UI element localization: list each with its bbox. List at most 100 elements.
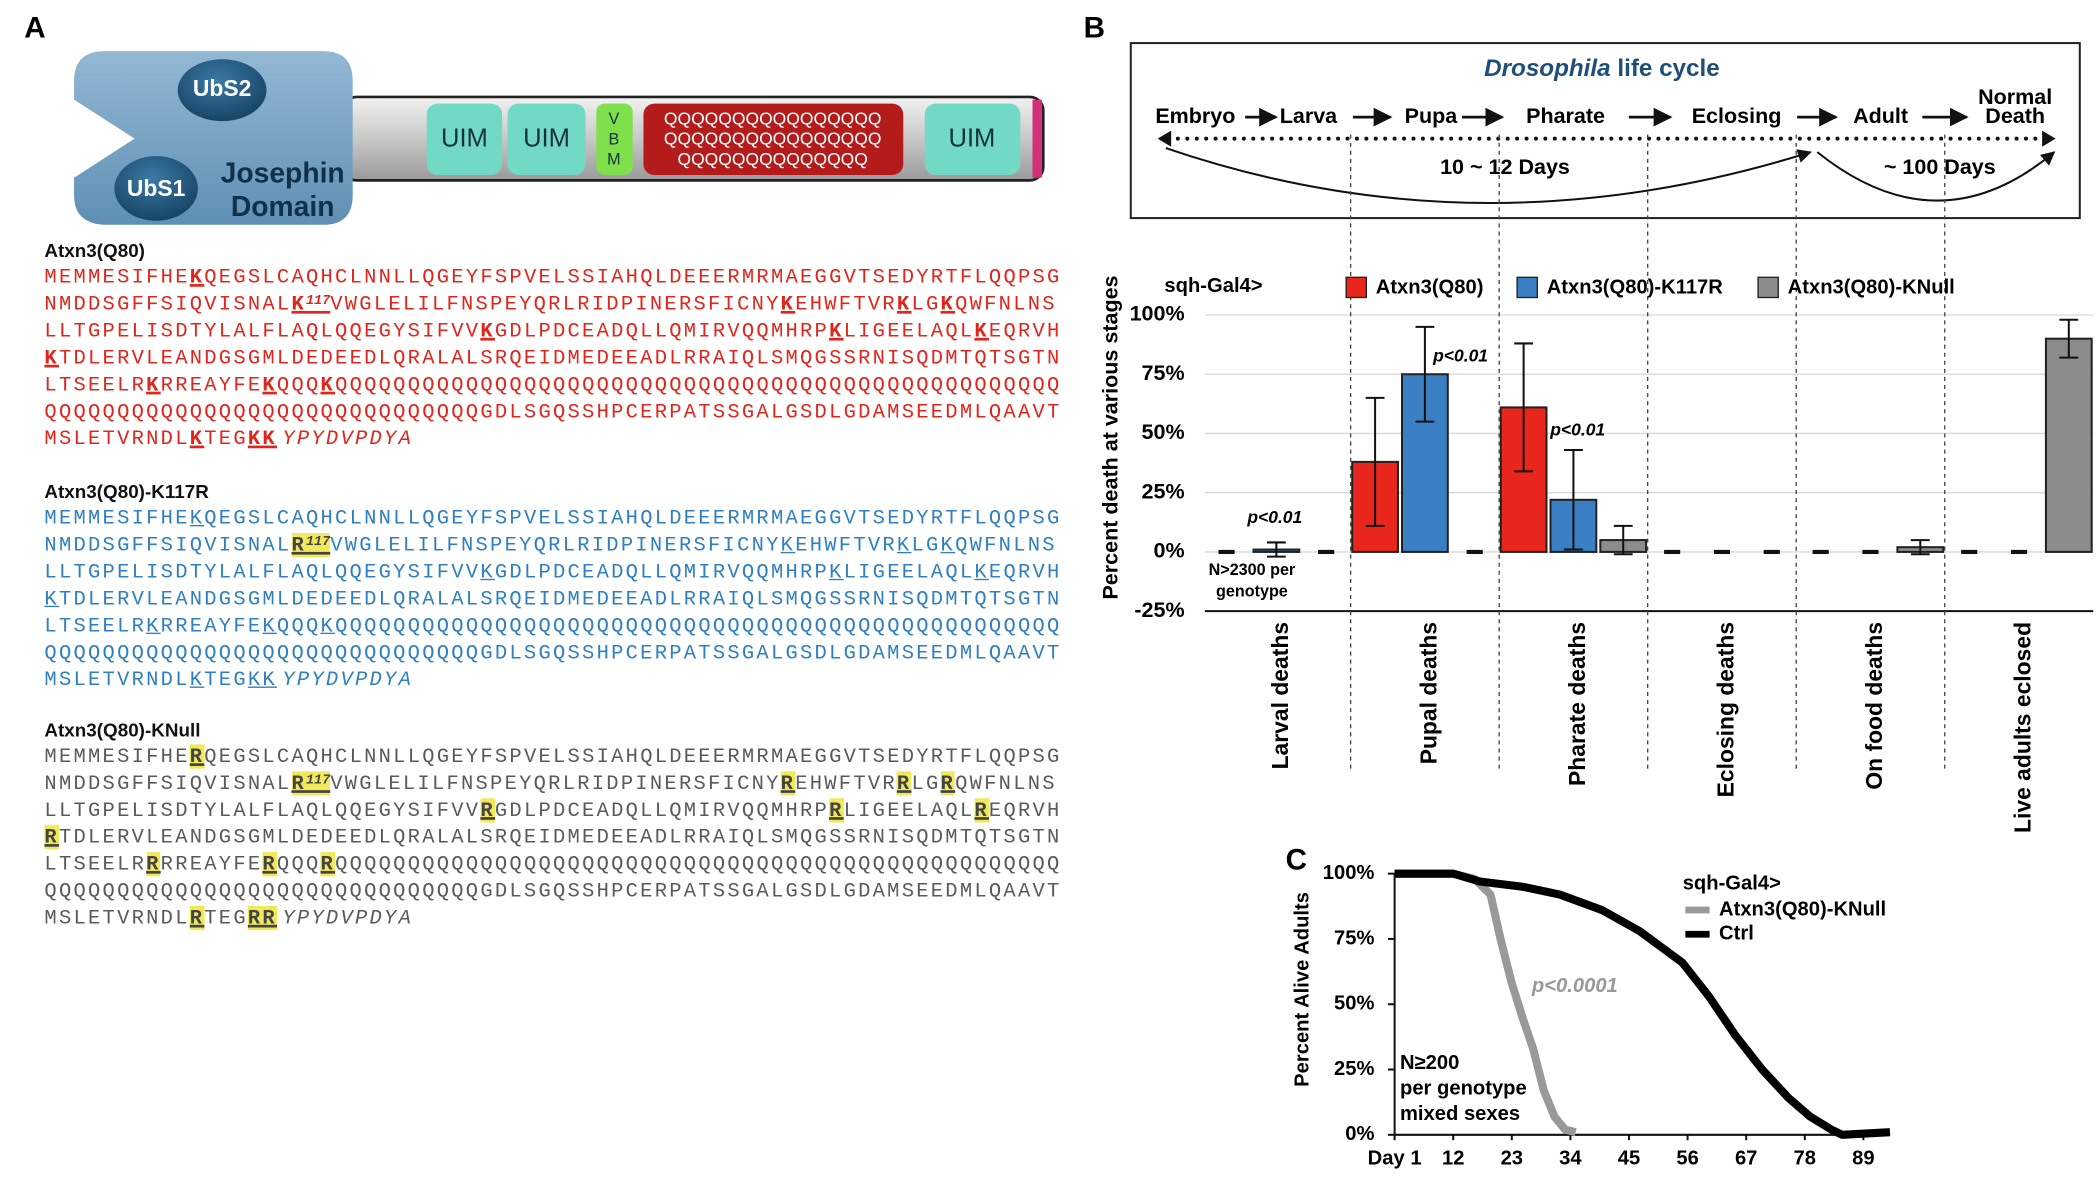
residue: R bbox=[291, 771, 306, 796]
sequence-line: LTSEELRRRREAYFERQQQRQQQQQQQQQQQQQQQQQQQQ… bbox=[44, 851, 1061, 878]
residue: K bbox=[974, 319, 989, 344]
modified-residue: R bbox=[44, 825, 59, 850]
modified-residue: KK bbox=[248, 427, 277, 451]
modified-residue: K bbox=[321, 614, 336, 638]
residues: QWFNLNS bbox=[955, 771, 1057, 796]
sequence-line: MEMMESIFHEKQEGSLCAQHCLNNLLQGEYFSPVELSSIA… bbox=[44, 264, 1061, 291]
residues: VWGLELILFNSPEYQRLRIDPINERSFICNY bbox=[330, 533, 781, 558]
x-tick-label: 34 bbox=[1559, 1147, 1582, 1169]
residues: QQQQQQQQQQQQQQQQQQQQQQQQQQQQQQGDLSGQSSHP… bbox=[44, 399, 1062, 425]
josephin-label: Domain bbox=[231, 190, 335, 222]
residue: K bbox=[189, 667, 205, 692]
sequence-line: KTDLERVLEANDGSGMLDEDEEDLQRALALSRQEIDMEDE… bbox=[44, 586, 1061, 613]
residues: QEGSLCAQHCLNNLLQGEYFSPVELSSIAHQLDEEERMRM… bbox=[204, 265, 1062, 290]
uim-box bbox=[924, 103, 1021, 175]
ubs-site bbox=[177, 59, 267, 122]
stage-label: Normal bbox=[1978, 85, 2052, 109]
protein-end bbox=[1032, 99, 1042, 178]
sequence-line: LLTGPELISDTYLALFLAQLQQEGYSIFVVRGDLPDCEAD… bbox=[44, 797, 1061, 824]
sequence-line: LTSEELRKRREAYFEKQQQKQQQQQQQQQQQQQQQQQQQQ… bbox=[44, 372, 1061, 399]
residues: NMDDSGFFSIQVISNAL bbox=[44, 533, 292, 558]
residues: QEGSLCAQHCLNNLLQGEYFSPVELSSIAHQLDEEERMRM… bbox=[204, 506, 1062, 531]
modified-residue: K bbox=[829, 560, 844, 584]
residues: EQRVH bbox=[988, 559, 1062, 585]
residue: K bbox=[189, 426, 205, 451]
residue: K bbox=[44, 345, 59, 371]
residues: LTSEELR bbox=[44, 613, 147, 639]
modified-residue: R bbox=[320, 852, 336, 877]
vbm-label: V bbox=[608, 110, 619, 128]
residue: R bbox=[480, 798, 495, 823]
residues: RREAYFE bbox=[160, 613, 263, 639]
stage-label: Death bbox=[1985, 104, 2045, 128]
sequence-line: MEMMESIFHERQEGSLCAQHCLNNLLQGEYFSPVELSSIA… bbox=[44, 743, 1061, 770]
residue: R bbox=[320, 852, 336, 877]
residues: TEG bbox=[204, 905, 248, 931]
sequence-line: QQQQQQQQQQQQQQQQQQQQQQQQQQQQQQGDLSGQSSHP… bbox=[44, 398, 1061, 425]
residue: R bbox=[829, 798, 844, 823]
residues: VWGLELILFNSPEYQRLRIDPINERSFICNY bbox=[330, 771, 781, 796]
residue: R bbox=[780, 771, 796, 796]
sequence-line: LLTGPELISDTYLALFLAQLQQEGYSIFVVKGDLPDCEAD… bbox=[44, 559, 1061, 586]
residue: K bbox=[262, 372, 277, 398]
stage-label: Embryo bbox=[1155, 104, 1235, 128]
annotation: p<0.01 bbox=[1246, 507, 1302, 527]
panel-label: C bbox=[1286, 843, 1307, 876]
residues: QQQQQQQQQQQQQQQQQQQQQQQQQQQQQQGDLSGQSSHP… bbox=[44, 879, 1062, 904]
x-tick-label: Live adults eclosed bbox=[2009, 622, 2035, 833]
residue-number: 117 bbox=[305, 535, 331, 551]
legend-title: sqh-Gal4> bbox=[1164, 275, 1262, 297]
legend-swatch bbox=[1516, 276, 1538, 299]
residues: NMDDSGFFSIQVISNAL bbox=[44, 292, 292, 317]
y-tick-label: 75% bbox=[1334, 927, 1374, 949]
stage-label: Adult bbox=[1853, 104, 1908, 128]
modified-residue: K bbox=[262, 373, 277, 397]
residue: R bbox=[189, 744, 205, 769]
residues: LG bbox=[911, 292, 941, 317]
x-tick-label: 45 bbox=[1618, 1147, 1640, 1169]
modified-residue: K bbox=[781, 533, 796, 557]
residues: MSLETVRNDL bbox=[44, 905, 190, 931]
span-arrow bbox=[1165, 147, 1812, 204]
residues: MEMMESIFHE bbox=[44, 506, 190, 531]
span-arrow bbox=[1816, 151, 2056, 202]
modified-residue: R117 bbox=[291, 771, 331, 796]
legend-label: Atxn3(Q80)-KNull bbox=[1788, 276, 1955, 298]
vbm-label: M bbox=[607, 150, 620, 168]
modified-residue: K bbox=[829, 319, 844, 343]
error-bar bbox=[1415, 325, 1435, 423]
sequence-line: LLTGPELISDTYLALFLAQLQQEGYSIFVVKGDLPDCEAD… bbox=[44, 318, 1061, 345]
modified-residue: R bbox=[780, 771, 796, 796]
y-tick-label: 0% bbox=[1345, 1123, 1374, 1145]
error-bar bbox=[1266, 541, 1286, 558]
uim-label: UIM bbox=[948, 125, 995, 153]
residue: R bbox=[974, 798, 989, 823]
stage-label: Larva bbox=[1280, 104, 1338, 128]
x-tick-label: Eclosing deaths bbox=[1712, 622, 1738, 797]
bar bbox=[2044, 337, 2093, 553]
residue: K bbox=[896, 533, 912, 558]
y-axis-label: Percent death at various stages bbox=[1099, 275, 1123, 599]
modified-residue: K bbox=[781, 292, 796, 316]
residue: R bbox=[896, 771, 912, 796]
y-tick-label: 25% bbox=[1334, 1058, 1374, 1080]
modified-residue: RR bbox=[248, 905, 277, 931]
modified-residue: K bbox=[897, 292, 912, 316]
modified-residue: R bbox=[829, 798, 844, 823]
sequence-line: LTSEELRKRREAYFEKQQQKQQQQQQQQQQQQQQQQQQQQ… bbox=[44, 612, 1061, 639]
residue: K bbox=[896, 292, 912, 317]
sequence-name: Atxn3(Q80)-K117R bbox=[44, 480, 209, 503]
sequence-line: QQQQQQQQQQQQQQQQQQQQQQQQQQQQQQGDLSGQSSHP… bbox=[44, 878, 1061, 905]
modified-residue: R bbox=[480, 798, 495, 823]
y-tick-label: 50% bbox=[1334, 993, 1374, 1015]
modified-residue: K bbox=[190, 265, 205, 289]
residue: K bbox=[829, 319, 844, 344]
residue: K bbox=[189, 265, 205, 290]
residues: MEMMESIFHE bbox=[44, 265, 190, 290]
josephin-label: Josephin bbox=[221, 156, 345, 188]
sequence-line: RTDLERVLEANDGSGMLDEDEEDLQRALALSRQEIDMEDE… bbox=[44, 824, 1061, 851]
residues: LG bbox=[911, 533, 941, 558]
error-bar bbox=[1613, 524, 1633, 556]
ubs-site bbox=[114, 156, 198, 221]
